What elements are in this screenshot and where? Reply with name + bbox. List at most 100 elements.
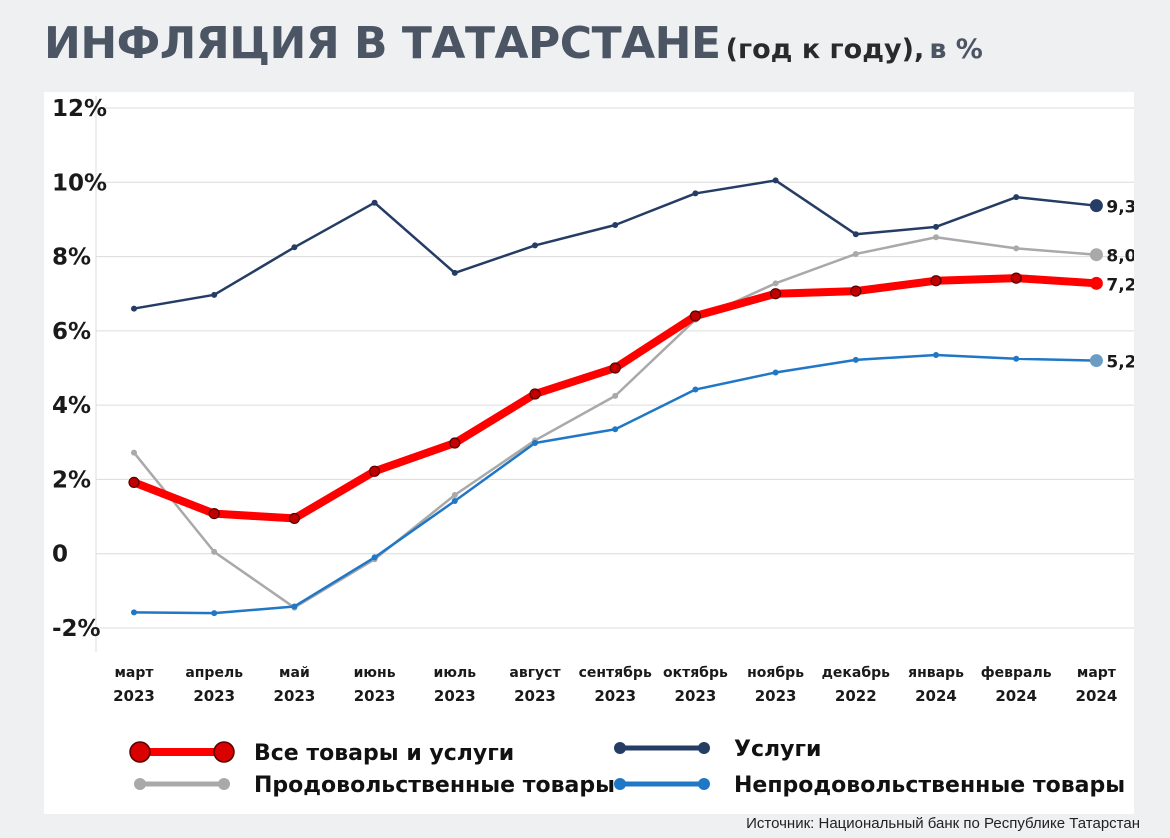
data-point — [1089, 276, 1103, 290]
series-line — [132, 236, 1098, 609]
x-tick-label: июль — [434, 665, 477, 681]
data-point — [1089, 199, 1103, 213]
x-tick-year: 2023 — [354, 687, 396, 705]
x-tick-label: март — [1077, 665, 1117, 681]
data-point — [529, 388, 541, 400]
end-value-label: 9,37 — [1106, 198, 1134, 218]
data-point — [371, 554, 378, 561]
chart-title-sub: (год к году), — [725, 34, 925, 65]
x-tick-year: 2023 — [274, 687, 316, 705]
data-point — [1010, 272, 1022, 284]
chart-panel: 12% 10% 8% 6% 4% 2% 0 -2% март 2023 апрель 2023 май… — [44, 92, 1134, 814]
x-tick-label: апрель — [185, 665, 243, 681]
legend-swatch-dot — [213, 741, 235, 763]
data-point — [369, 465, 381, 477]
data-point — [852, 356, 859, 363]
data-point — [930, 275, 942, 287]
end-value-label: 7,28 — [1106, 275, 1134, 295]
data-point — [211, 291, 218, 298]
data-point — [852, 250, 859, 257]
legend-swatch-dot — [218, 778, 230, 790]
chart-title-unit: в % — [929, 34, 983, 65]
data-point — [449, 437, 461, 449]
x-tick-year: 2023 — [675, 687, 717, 705]
y-tick-label: 12% — [52, 96, 107, 122]
data-point — [532, 242, 538, 249]
x-tick-label: август — [509, 665, 561, 681]
grid-layer — [95, 96, 1134, 652]
data-point — [451, 269, 458, 276]
x-tick-label: февраль — [981, 665, 1052, 681]
x-tick-label: июнь — [354, 665, 396, 681]
legend-swatch-dot — [698, 778, 710, 790]
data-point — [612, 392, 619, 399]
x-tick-label: декабрь — [822, 665, 891, 681]
data-point — [689, 310, 702, 322]
x-tick-year: 2023 — [193, 687, 235, 705]
series-layer — [128, 177, 1103, 617]
end-value-label: 5,20 — [1106, 353, 1134, 373]
series-line — [132, 179, 1098, 310]
data-point — [609, 362, 621, 374]
y-tick-label: 2% — [52, 467, 91, 493]
data-point — [131, 449, 137, 456]
legend: Услуги Продовольственные товары Непродовол… — [129, 737, 1125, 798]
x-tick-label: январь — [908, 665, 964, 681]
x-tick-year: 2023 — [514, 687, 556, 705]
data-point — [291, 603, 298, 610]
legend-label: Все товары и услуги — [254, 741, 514, 766]
data-point — [612, 426, 619, 433]
data-point — [772, 369, 779, 376]
data-point — [128, 476, 140, 488]
inflation-line-chart: 12% 10% 8% 6% 4% 2% 0 -2% март 2023 апрель 2023 май… — [52, 96, 1134, 798]
x-axis-ticks: март 2023 апрель 2023 май 2023 июнь 2023 июль 202… — [113, 665, 1117, 705]
data-point — [131, 609, 137, 616]
end-labels: 9,37 8,05 5,20 7,28 — [1106, 198, 1134, 373]
legend-swatch-dot — [614, 778, 626, 790]
data-point — [850, 285, 862, 297]
y-tick-label: 6% — [52, 319, 91, 345]
y-tick-label: 4% — [52, 393, 91, 419]
y-tick-label: 0 — [52, 542, 68, 568]
legend-swatch-dot — [129, 741, 151, 763]
data-point — [1013, 245, 1020, 252]
data-point — [612, 222, 619, 228]
chart-title: ИНФЛЯЦИЯ В ТАТАРСТАНЕ (год к году), в % — [44, 18, 983, 69]
data-point — [1013, 355, 1020, 362]
data-point — [692, 190, 699, 197]
legend-swatch-dot — [614, 742, 626, 754]
x-tick-year: 2023 — [113, 687, 155, 705]
legend-swatch-dot — [698, 742, 710, 754]
data-point — [933, 352, 939, 358]
data-point — [291, 244, 298, 251]
x-tick-label: октябрь — [663, 665, 728, 681]
data-point — [131, 305, 137, 312]
data-point — [772, 177, 779, 184]
x-tick-year: 2023 — [434, 687, 476, 705]
x-tick-label: ноябрь — [747, 665, 804, 681]
x-tick-label: май — [279, 665, 310, 681]
x-tick-label: сентябрь — [579, 665, 652, 681]
chart-title-main: ИНФЛЯЦИЯ В ТАТАРСТАНЕ — [44, 18, 721, 69]
legend-swatch-dot — [134, 778, 146, 790]
data-point — [371, 199, 378, 206]
data-point — [288, 512, 300, 525]
y-tick-label: -2% — [52, 616, 101, 642]
data-point — [852, 231, 859, 238]
y-tick-label: 10% — [52, 170, 107, 196]
x-tick-year: 2023 — [755, 687, 797, 705]
legend-label: Услуги — [734, 737, 821, 762]
data-point — [933, 234, 939, 241]
legend-label: Непродовольственные товары — [734, 773, 1125, 798]
data-point — [451, 492, 458, 499]
data-point — [1013, 194, 1020, 201]
data-point — [772, 280, 779, 287]
data-point — [532, 440, 538, 447]
y-tick-label: 8% — [52, 245, 91, 271]
data-point — [692, 386, 699, 393]
end-value-label: 8,05 — [1106, 247, 1134, 267]
x-tick-year: 2024 — [995, 687, 1037, 705]
data-point — [208, 508, 220, 520]
data-point — [933, 223, 939, 230]
x-tick-label: март — [114, 665, 154, 681]
